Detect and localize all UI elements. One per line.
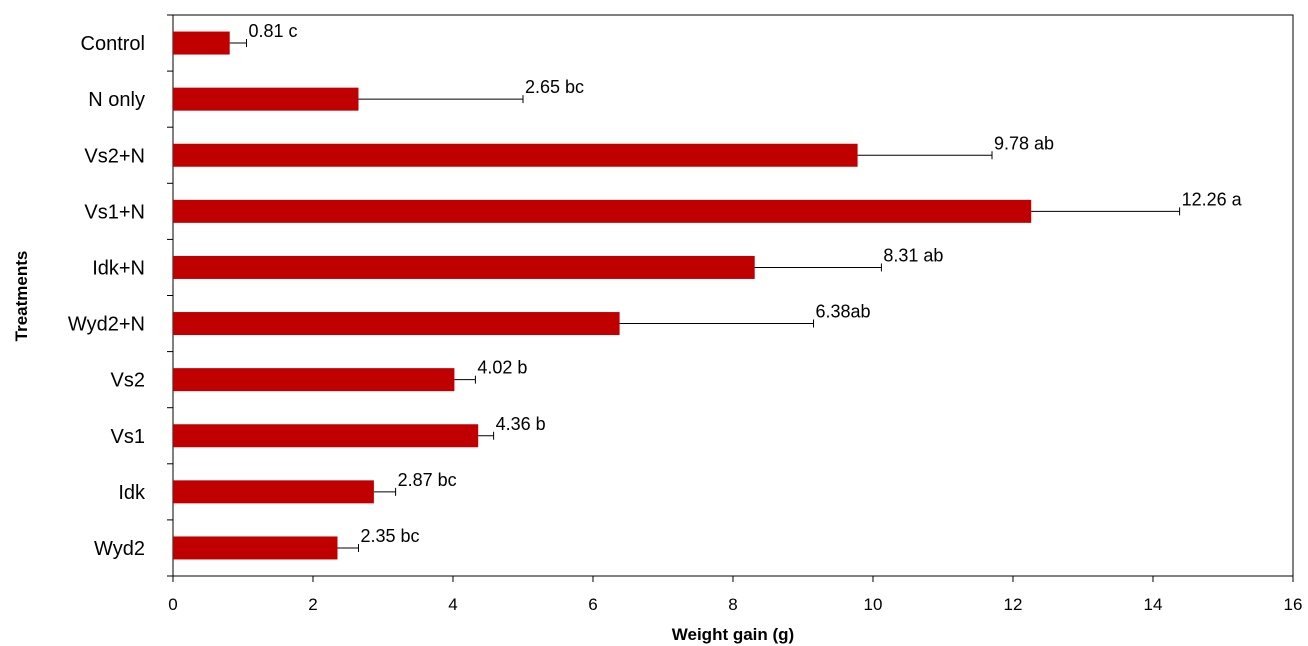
data-label: 4.36 b: [496, 414, 546, 434]
bar: [173, 368, 455, 392]
x-tick-label: 10: [864, 595, 883, 614]
bar: [173, 87, 359, 111]
category-label: Vs1+N: [84, 201, 145, 223]
data-label: 0.81 c: [249, 21, 298, 41]
x-tick-label: 0: [168, 595, 177, 614]
y-axis-title: Treatments: [12, 251, 31, 342]
x-axis-title: Weight gain (g): [672, 625, 794, 644]
category-labels-layer: Control N only Vs2+N Vs1+N Idk+N Wyd2+N Vs2 Vs1…: [68, 33, 146, 560]
category-label: Vs2: [111, 370, 145, 392]
bar: [173, 199, 1032, 223]
bar: [173, 31, 230, 55]
category-label: Idk+N: [92, 257, 145, 279]
data-label: 2.87 bc: [398, 470, 457, 490]
category-label: Wyd2: [94, 538, 145, 560]
bar: [173, 255, 755, 279]
data-label: 8.31 ab: [883, 245, 943, 265]
error-bars-layer: [229, 39, 1181, 552]
category-label: N only: [88, 89, 145, 111]
x-tick-label: 4: [448, 595, 457, 614]
x-tick-label: 2: [308, 595, 317, 614]
x-tick-label: 12: [1004, 595, 1023, 614]
bar: [173, 143, 858, 167]
data-label: 9.78 ab: [994, 133, 1054, 153]
bar: [173, 480, 374, 504]
category-label: Idk: [118, 482, 146, 504]
data-label: 6.38ab: [816, 302, 871, 322]
data-labels-layer: 0.81 c 2.65 bc 9.78 ab 12.26 a 8.31 ab 6.38ab…: [249, 21, 1243, 546]
x-tick-label: 16: [1284, 595, 1303, 614]
category-label: Vs2+N: [84, 145, 145, 167]
data-label: 12.26 a: [1182, 189, 1243, 209]
x-tick-label: 8: [728, 595, 737, 614]
bar: [173, 424, 479, 448]
x-tick-label: 14: [1144, 595, 1163, 614]
data-label: 2.65 bc: [525, 77, 584, 97]
bar: [173, 312, 620, 336]
category-label: Control: [81, 33, 145, 55]
data-label: 4.02 b: [477, 358, 527, 378]
bars-layer: [173, 31, 1032, 560]
x-axis: 0 2 4 6 8 10 12 14 16: [167, 14, 1303, 614]
category-label: Wyd2+N: [68, 314, 145, 336]
category-label: Vs1: [111, 426, 145, 448]
bar: [173, 536, 338, 560]
data-label: 2.35 bc: [361, 526, 420, 546]
x-tick-label: 6: [588, 595, 597, 614]
